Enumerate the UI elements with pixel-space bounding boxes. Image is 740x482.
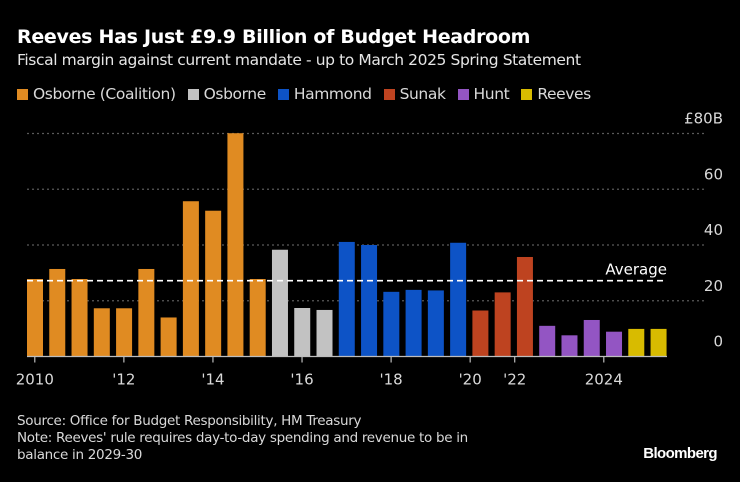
bar — [160, 317, 177, 357]
y-tick-label: 40 — [704, 221, 723, 239]
bar — [450, 242, 467, 357]
bar — [650, 328, 667, 357]
bar — [249, 279, 266, 357]
x-tick-label: '16 — [290, 371, 313, 389]
x-tick-label: '22 — [503, 371, 526, 389]
bar — [561, 335, 578, 357]
legend-label: Osborne (Coalition) — [33, 85, 176, 103]
y-axis-labels: 0 20 40 60 £80B — [684, 110, 723, 351]
y-tick-label: 60 — [704, 165, 723, 183]
legend-swatch — [17, 88, 28, 100]
bar — [205, 210, 222, 357]
legend-label: Hammond — [293, 85, 372, 103]
bar — [539, 325, 556, 357]
bar — [383, 291, 400, 357]
legend-item-sunak: Sunak — [383, 85, 446, 103]
x-tick-label: '20 — [459, 371, 482, 389]
legend-item-osborne-coalition: Osborne (Coalition) — [17, 85, 176, 103]
bars — [27, 133, 667, 357]
chart-subtitle: Fiscal margin against current mandate - … — [17, 51, 581, 69]
x-tick-label: 2024 — [585, 371, 623, 389]
y-tick-label: £80B — [684, 110, 723, 128]
source-note: Source: Office for Budget Responsibility… — [17, 413, 362, 429]
bloomberg-logo: Bloomberg — [643, 445, 717, 462]
bar — [494, 292, 511, 357]
bar — [182, 201, 199, 357]
x-tick-label: '18 — [380, 371, 403, 389]
footnote-line-1: Note: Reeves' rule requires day-to-day s… — [17, 430, 468, 446]
footer: Source: Office for Budget Responsibility… — [17, 413, 468, 464]
legend-item-hammond: Hammond — [277, 85, 372, 103]
bar — [271, 249, 288, 357]
legend-item-osborne: Osborne — [187, 85, 267, 103]
bar — [583, 319, 600, 357]
bar — [405, 289, 422, 357]
bar — [227, 133, 244, 357]
y-tick-label: 0 — [713, 333, 723, 351]
x-axis: 2010 '12 '14 '16 '18 '20 '22 2024 — [16, 355, 667, 389]
legend-label: Osborne — [203, 85, 267, 103]
legend-item-hunt: Hunt — [457, 85, 510, 103]
bar — [138, 268, 155, 357]
legend-swatch — [383, 88, 395, 100]
average-label: Average — [605, 261, 667, 279]
bar — [606, 331, 623, 357]
x-tick-label: '14 — [201, 371, 224, 389]
bar — [361, 245, 378, 357]
chart-title: Reeves Has Just £9.9 Billion of Budget H… — [17, 26, 531, 48]
y-tick-label: 20 — [704, 277, 723, 295]
legend-label: Reeves — [537, 85, 591, 103]
bar-chart: 0 20 40 60 £80B Average 2010 '12 '14 '16 '18 '20 '… — [16, 110, 723, 389]
legend-swatch — [457, 88, 469, 100]
bar — [294, 307, 311, 357]
bar — [93, 308, 110, 357]
bar — [27, 279, 43, 357]
bar — [516, 256, 533, 357]
legend-swatch — [187, 88, 199, 100]
bar — [427, 290, 444, 357]
x-tick-label: 2010 — [16, 371, 54, 389]
legend: Osborne (Coalition) Osborne Hammond Suna… — [17, 85, 603, 103]
x-tick-label: '12 — [112, 371, 135, 389]
bar — [628, 328, 645, 357]
bar — [316, 309, 333, 357]
legend-label: Sunak — [399, 85, 446, 103]
legend-item-reeves: Reeves — [521, 85, 591, 103]
legend-swatch — [277, 88, 289, 100]
footnote-line-2: balance in 2029-30 — [17, 447, 143, 463]
bar — [71, 279, 88, 357]
legend-label: Hunt — [473, 85, 510, 103]
bar — [338, 241, 355, 357]
average-line-group: Average — [27, 261, 667, 282]
bar — [472, 310, 489, 357]
bar — [116, 308, 133, 357]
bar — [49, 268, 66, 357]
legend-swatch — [521, 88, 533, 100]
